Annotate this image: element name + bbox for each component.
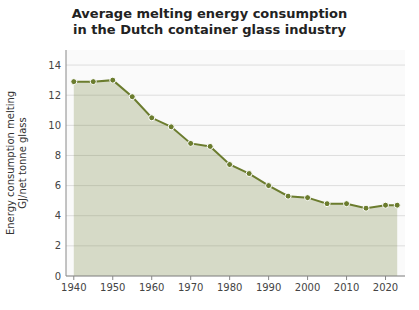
- chart: 0 2 4 6 8 10 12 14 1940 1950 1960 1970 1980 1990 2000 2…: [0, 0, 419, 310]
- x-tick: [112, 276, 113, 280]
- marker: [285, 193, 291, 199]
- marker: [149, 115, 155, 121]
- plot-area: [71, 77, 400, 276]
- marker: [168, 124, 174, 130]
- x-tick-label: 1960: [139, 282, 164, 293]
- x-tick: [385, 276, 386, 280]
- x-tick: [307, 276, 308, 280]
- x-tick: [151, 276, 152, 280]
- marker: [324, 201, 330, 207]
- y-tick-label: 10: [48, 120, 61, 131]
- x-axis-line: [66, 276, 405, 277]
- x-tick: [190, 276, 191, 280]
- marker: [383, 202, 389, 208]
- marker: [227, 162, 233, 168]
- marker: [110, 77, 116, 83]
- y-tick-label: 6: [55, 180, 61, 191]
- y-axis-label-line: GJ/net tonne glass: [17, 117, 28, 208]
- x-tick-label: 1990: [256, 282, 281, 293]
- marker: [129, 94, 135, 100]
- x-tick-label: 1980: [217, 282, 242, 293]
- plot-background: [66, 50, 405, 276]
- x-tick: [73, 276, 74, 280]
- x-tick-label: 1940: [61, 282, 86, 293]
- title-line: in the Dutch container glass industry: [73, 22, 346, 37]
- marker: [90, 79, 96, 85]
- marker: [266, 183, 272, 189]
- x-tick-label: 1950: [100, 282, 125, 293]
- marker: [246, 171, 252, 177]
- x-tick-label: 2020: [373, 282, 398, 293]
- grid-line: [66, 65, 405, 66]
- y-tick-label: 4: [55, 210, 61, 221]
- title-line: Average melting energy consumption: [72, 6, 348, 21]
- x-tick-label: 2000: [295, 282, 320, 293]
- y-tick-label: 14: [48, 60, 61, 71]
- marker: [344, 201, 350, 207]
- marker: [305, 195, 311, 201]
- y-tick-label: 12: [48, 90, 61, 101]
- x-tick-label: 1970: [178, 282, 203, 293]
- title: Average melting energy consumptionin the…: [72, 6, 348, 37]
- y-tick-label: 8: [55, 150, 61, 161]
- x-tick-label: 2010: [334, 282, 359, 293]
- x-tick: [229, 276, 230, 280]
- y-tick-label: 0: [55, 271, 61, 282]
- marker: [207, 143, 213, 149]
- line: [74, 80, 397, 208]
- y-axis-label: Energy consumption meltingGJ/net tonne g…: [5, 91, 28, 235]
- x-tick: [346, 276, 347, 280]
- marker: [363, 205, 369, 211]
- x-tick: [268, 276, 269, 280]
- marker: [71, 79, 77, 85]
- grid-line: [66, 276, 405, 277]
- marker: [188, 140, 194, 146]
- marker: [394, 202, 400, 208]
- area: [74, 80, 397, 276]
- y-axis-line: [66, 50, 67, 276]
- y-tick-label: 2: [55, 240, 61, 251]
- y-axis-label-line: Energy consumption melting: [5, 91, 16, 235]
